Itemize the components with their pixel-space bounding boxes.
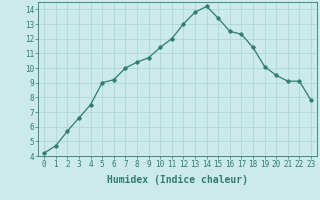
X-axis label: Humidex (Indice chaleur): Humidex (Indice chaleur) — [107, 175, 248, 185]
